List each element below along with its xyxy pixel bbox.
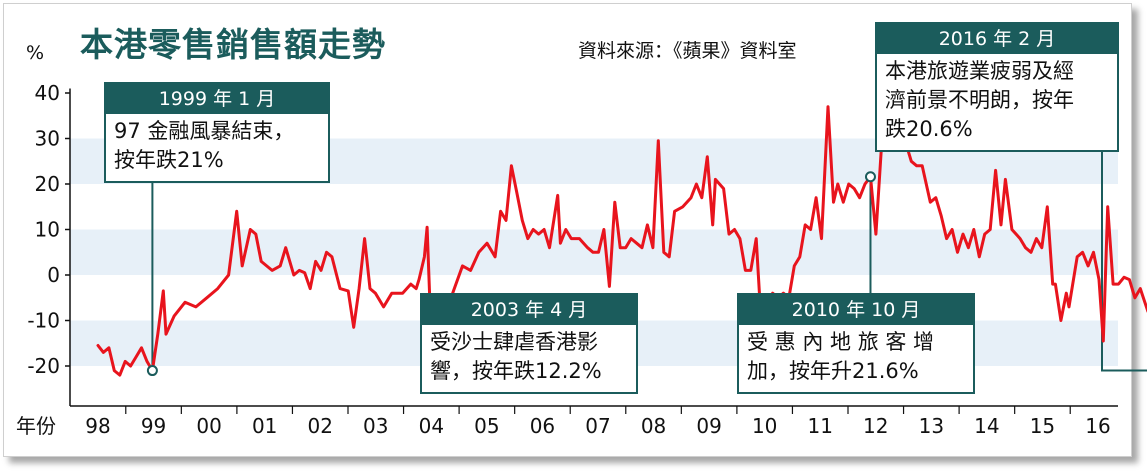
y-tick-label: 40 bbox=[35, 81, 60, 105]
y-tick-label: -10 bbox=[27, 309, 60, 333]
x-tick-label: 14 bbox=[974, 414, 999, 438]
annotation-date: 1999 年 1 月 bbox=[106, 84, 328, 114]
source-note: 資料來源：《蘋果》資料室 bbox=[578, 40, 797, 62]
annotation-2010-oct: 2010 年 10 月 受 惠 內 地 旅 客 增 加，按年升21.6% bbox=[737, 293, 975, 394]
x-tick-label: 11 bbox=[807, 414, 832, 438]
annotation-1999-jan: 1999 年 1 月 97 金融風暴結束， 按年跌21% bbox=[104, 82, 330, 183]
annotation-text: 受 惠 內 地 旅 客 增 加，按年升21.6% bbox=[747, 330, 935, 383]
annotation-text: 97 金融風暴結束， 按年跌21% bbox=[114, 119, 295, 172]
y-tick-label: 20 bbox=[35, 172, 60, 196]
series-line bbox=[96, 105, 1147, 377]
x-tick-label: 09 bbox=[696, 414, 721, 438]
x-tick-label: 13 bbox=[919, 414, 944, 438]
y-tick-label: 0 bbox=[47, 263, 60, 287]
x-tick-label: 99 bbox=[141, 414, 166, 438]
x-tick-label: 10 bbox=[752, 414, 777, 438]
annotation-marker bbox=[146, 365, 158, 377]
x-tick-label: 00 bbox=[196, 414, 221, 438]
x-tick-label: 07 bbox=[585, 414, 610, 438]
chart-title: 本港零售銷售額走勢 bbox=[80, 25, 386, 64]
x-tick-label: 16 bbox=[1085, 414, 1110, 438]
axes: 40 30 20 10 0 -10 -20 年份 98 99 00 01 02 03 04 05 06 07 08 0… bbox=[16, 81, 1118, 438]
y-tick-label: -20 bbox=[27, 354, 60, 378]
annotation-text: 本港旅遊業疲弱及經 濟前景不明朗，按年 跌20.6% bbox=[885, 59, 1074, 141]
y-unit-label: % bbox=[26, 42, 45, 64]
x-tick-label: 02 bbox=[307, 414, 332, 438]
leader-2016 bbox=[1101, 150, 1147, 372]
annotation-marker bbox=[864, 171, 876, 183]
y-tick-label: 30 bbox=[35, 127, 60, 151]
series-layer bbox=[96, 105, 1147, 377]
x-tick-label: 08 bbox=[641, 414, 666, 438]
annotation-text: 受沙士肆虐香港影 響，按年跌12.2% bbox=[430, 330, 602, 383]
annotation-2003-apr: 2003 年 4 月 受沙士肆虐香港影 響，按年跌12.2% bbox=[420, 293, 638, 394]
x-tick-label: 05 bbox=[474, 414, 499, 438]
x-tick-label: 15 bbox=[1030, 414, 1055, 438]
annotation-date: 2010 年 10 月 bbox=[739, 295, 973, 325]
x-tick-label: 98 bbox=[85, 414, 110, 438]
x-tick-label: 01 bbox=[252, 414, 277, 438]
y-tick-label: 10 bbox=[35, 218, 60, 242]
x-tick-label: 06 bbox=[530, 414, 555, 438]
annotation-date: 2003 年 4 月 bbox=[422, 295, 636, 325]
annotation-date: 2016 年 2 月 bbox=[877, 24, 1117, 54]
x-tick-label: 12 bbox=[863, 414, 888, 438]
x-tick-label: 03 bbox=[363, 414, 388, 438]
annotation-2016-feb: 2016 年 2 月 本港旅遊業疲弱及經 濟前景不明朗，按年 跌20.6% bbox=[875, 22, 1119, 152]
x-axis-title: 年份 bbox=[16, 414, 56, 438]
x-tick-label: 04 bbox=[419, 414, 444, 438]
